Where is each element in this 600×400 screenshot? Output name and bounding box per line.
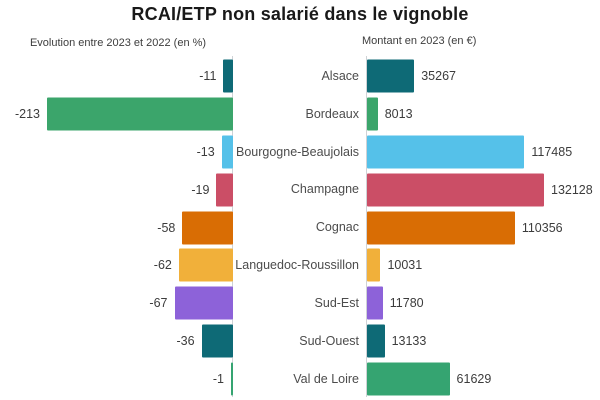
- right-bar: [367, 286, 383, 320]
- left-bar: [201, 324, 233, 358]
- right-value: 10031: [387, 258, 423, 273]
- category-cell: Languedoc-Roussillon: [233, 246, 366, 284]
- left-panel-cell: -19: [0, 171, 233, 209]
- left-bar: [221, 135, 233, 169]
- right-value: 132128: [551, 182, 593, 197]
- right-panel-cell: 13133: [366, 322, 600, 360]
- chart-row: -67 Sud-Est 11780: [0, 284, 600, 322]
- category-label: Alsace: [321, 68, 359, 83]
- category-label: Bordeaux: [305, 106, 359, 121]
- category-cell: Cognac: [233, 209, 366, 247]
- chart-row: -11 Alsace 35267: [0, 57, 600, 95]
- left-panel-cell: -13: [0, 133, 233, 171]
- left-panel-cell: -58: [0, 209, 233, 247]
- left-value: -13: [196, 144, 215, 159]
- category-label: Bourgogne-Beaujolais: [235, 144, 359, 159]
- right-value: 8013: [384, 106, 413, 121]
- right-value: 11780: [389, 296, 424, 311]
- left-bar: [47, 97, 233, 131]
- left-value: -62: [153, 258, 172, 273]
- right-panel-cell: 132128: [366, 171, 600, 209]
- right-value: 110356: [521, 220, 563, 235]
- chart-row: -58 Cognac 110356: [0, 209, 600, 247]
- right-panel-subtitle: Montant en 2023 (en €): [362, 35, 477, 47]
- left-panel-cell: -62: [0, 246, 233, 284]
- left-value: -58: [157, 220, 176, 235]
- category-cell: Champagne: [233, 171, 366, 209]
- right-bar: [367, 173, 544, 207]
- category-cell: Bourgogne-Beaujolais: [233, 133, 366, 171]
- right-value: 61629: [456, 372, 492, 387]
- right-bar: [367, 362, 450, 396]
- left-bar: [174, 286, 233, 320]
- right-bar: [367, 211, 515, 244]
- chart-row: -19 Champagne 132128: [0, 171, 600, 209]
- right-panel-cell: 35267: [366, 57, 600, 95]
- category-label: Champagne: [290, 182, 359, 197]
- left-value: -213: [14, 106, 40, 121]
- right-bar: [367, 135, 525, 169]
- right-axis-baseline: [366, 56, 367, 397]
- right-panel-cell: 117485: [366, 133, 600, 171]
- left-bar: [182, 211, 233, 244]
- left-value: -67: [149, 296, 168, 311]
- left-value: -11: [199, 68, 217, 83]
- right-panel-cell: 11780: [366, 284, 600, 322]
- rows: -11 Alsace 35267 -213 Bordeaux 8013 -13: [0, 57, 600, 398]
- left-panel-cell: -1: [0, 360, 233, 398]
- left-bar: [216, 173, 233, 207]
- right-value: 117485: [531, 144, 573, 159]
- right-bar: [367, 248, 381, 282]
- left-value: -1: [212, 372, 224, 387]
- category-cell: Alsace: [233, 57, 366, 95]
- right-value: 35267: [421, 68, 456, 83]
- right-panel-cell: 110356: [366, 209, 600, 247]
- left-panel-subtitle: Evolution entre 2023 et 2022 (en %): [29, 37, 207, 49]
- left-panel-cell: -213: [0, 95, 233, 133]
- chart-row: -62 Languedoc-Roussillon 10031: [0, 246, 600, 284]
- category-label: Val de Loire: [293, 371, 359, 386]
- category-cell: Bordeaux: [233, 95, 366, 133]
- category-label: Cognac: [315, 220, 359, 235]
- left-panel-cell: -36: [0, 322, 233, 360]
- left-panel-cell: -67: [0, 284, 233, 322]
- category-label: Sud-Ouest: [299, 333, 359, 348]
- right-bar: [367, 59, 415, 93]
- left-bar: [231, 362, 233, 396]
- chart-row: -36 Sud-Ouest 13133: [0, 322, 600, 360]
- left-bar: [178, 248, 233, 282]
- category-label: Sud-Est: [314, 296, 359, 311]
- right-panel-cell: 10031: [366, 246, 600, 284]
- right-panel-cell: 8013: [366, 95, 600, 133]
- category-cell: Sud-Est: [233, 284, 366, 322]
- right-bar: [367, 324, 385, 358]
- category-label: Languedoc-Roussillon: [235, 258, 359, 273]
- category-cell: Sud-Ouest: [233, 322, 366, 360]
- left-value: -36: [176, 334, 195, 349]
- chart-row: -1 Val de Loire 61629: [0, 360, 600, 398]
- right-panel-cell: 61629: [366, 360, 600, 398]
- category-cell: Val de Loire: [233, 360, 366, 398]
- chart-title: RCAI/ETP non salarié dans le vignoble: [131, 4, 469, 24]
- left-value: -19: [191, 182, 210, 197]
- right-value: 13133: [391, 334, 427, 349]
- left-panel-cell: -11: [0, 57, 233, 95]
- right-bar: [367, 97, 378, 131]
- left-bar: [223, 59, 233, 93]
- chart-row: -213 Bordeaux 8013: [0, 95, 600, 133]
- chart-row: -13 Bourgogne-Beaujolais 117485: [0, 133, 600, 171]
